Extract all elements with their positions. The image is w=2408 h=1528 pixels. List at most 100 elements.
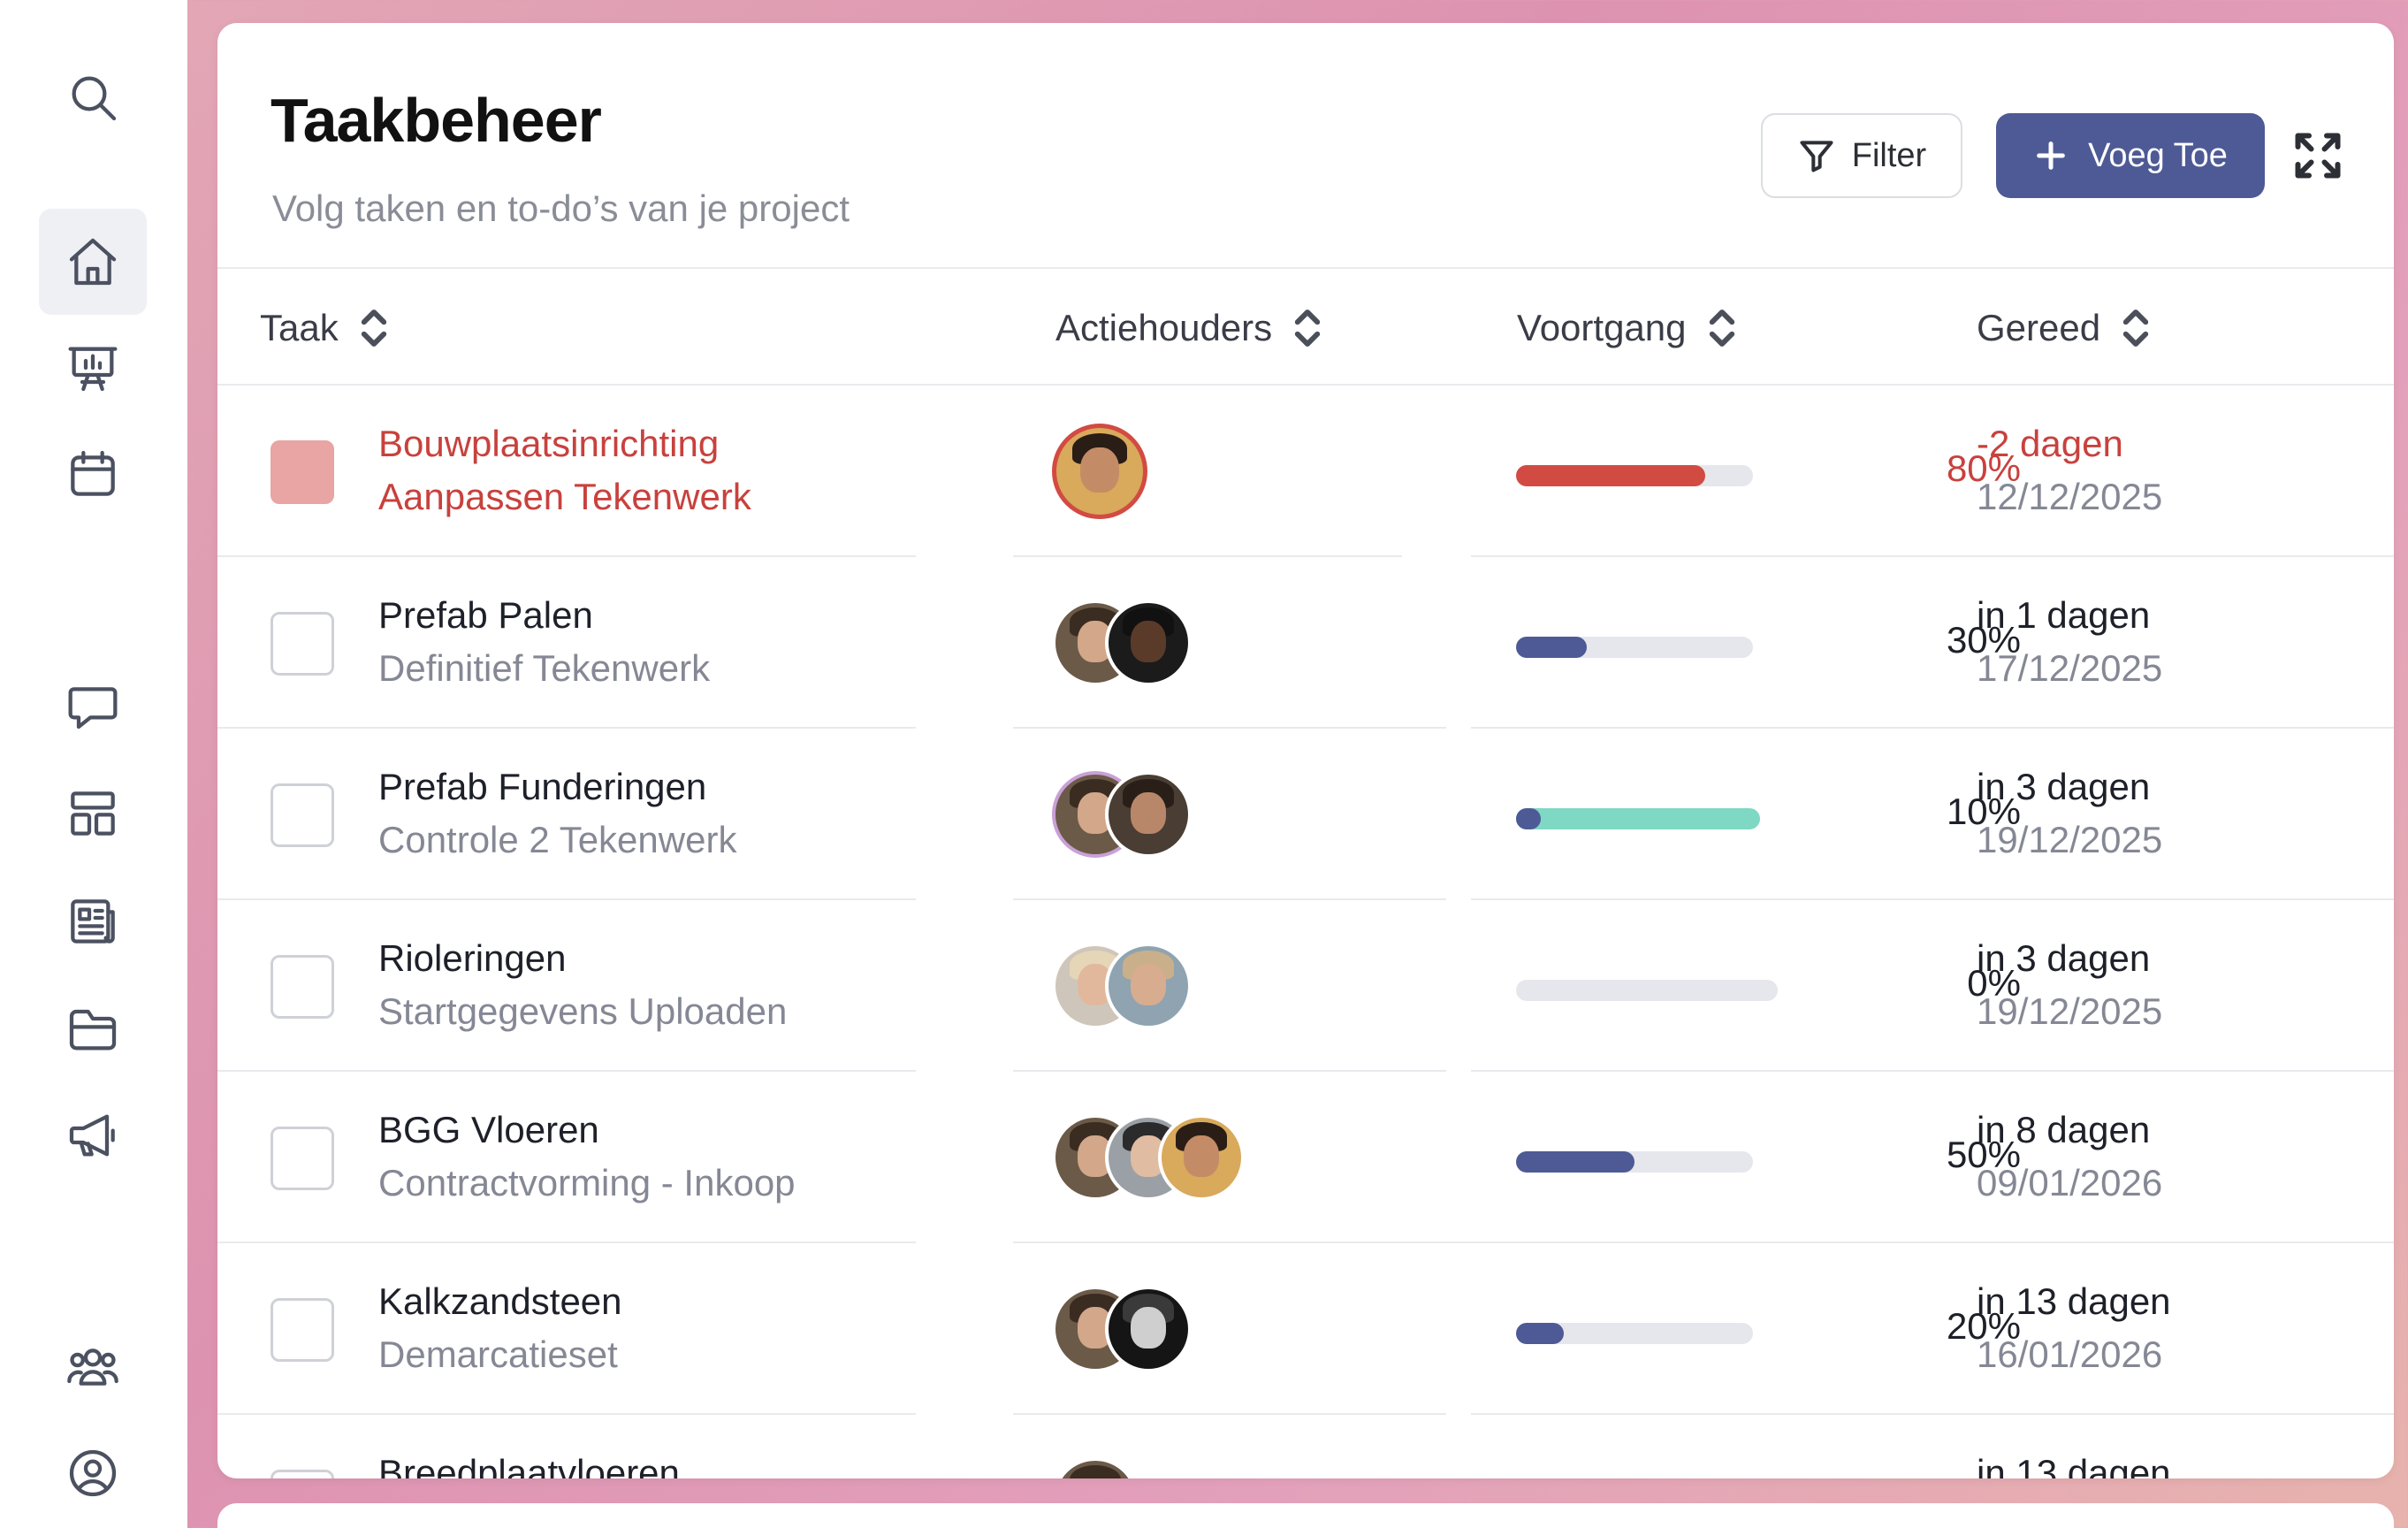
row-divider (1013, 555, 1402, 557)
table-row[interactable]: Rioleringen Startgegevens Uploaden 0% in… (217, 900, 2394, 1072)
due-relative: in 8 dagen (1977, 1109, 2151, 1150)
sidebar-search[interactable] (39, 44, 147, 150)
avatar[interactable] (1105, 600, 1192, 686)
due-date: 19/12/2025 (1977, 819, 2163, 860)
row-divider (217, 1242, 916, 1243)
sidebar (0, 0, 187, 1528)
task-title: Prefab Palen (378, 594, 593, 636)
sidebar-item-presentations[interactable] (39, 315, 147, 421)
column-header-due[interactable]: Gereed (1977, 304, 2152, 352)
column-header-progress-label: Voortgang (1517, 307, 1687, 348)
progress-fill (1516, 808, 1541, 829)
task-subtitle: Demarcatieset (378, 1333, 618, 1375)
progress-fill (1516, 637, 1588, 658)
table-row[interactable]: BGG Vloeren Contractvorming - Inkoop 50%… (217, 1072, 2394, 1243)
due-date: 17/12/2025 (1977, 647, 2163, 689)
task-checkbox[interactable] (271, 1298, 334, 1362)
expand-button[interactable] (2291, 129, 2344, 182)
task-subtitle: Controle 2 Tekenwerk (378, 819, 737, 860)
task-checkbox[interactable] (271, 1127, 334, 1190)
sort-icon (1709, 309, 1734, 347)
task-title: Bouwplaatsinrichting (378, 423, 720, 464)
sort-icon (2122, 309, 2149, 347)
task-checkbox[interactable] (271, 955, 334, 1019)
owner-avatars[interactable] (1052, 600, 1192, 688)
team-icon (67, 1348, 118, 1386)
avatar[interactable] (1105, 771, 1192, 858)
due-date: 16/01/2026 (1977, 1333, 2163, 1375)
column-header-task[interactable]: Taak (260, 304, 390, 352)
task-checkbox[interactable] (271, 1470, 334, 1478)
table-row[interactable]: Breedplaatvloeren in 13 dagen (217, 1415, 2394, 1478)
due-relative: -2 dagen (1977, 423, 2123, 464)
avatar[interactable] (1052, 424, 1147, 519)
row-divider (1013, 1242, 1499, 1243)
header-divider (217, 267, 2394, 269)
progress-percent: 30% (1946, 619, 2021, 661)
row-divider (1471, 898, 2394, 900)
sidebar-item-team[interactable] (39, 1314, 147, 1420)
task-checkbox[interactable] (271, 612, 334, 676)
table-row[interactable]: Prefab Funderingen Controle 2 Tekenwerk … (217, 729, 2394, 900)
avatar[interactable] (1158, 1114, 1245, 1201)
megaphone-icon (69, 1114, 115, 1157)
sidebar-item-layout[interactable] (39, 760, 147, 867)
task-title: BGG Vloeren (378, 1109, 599, 1150)
owner-avatars[interactable] (1052, 1114, 1245, 1203)
progress-bar (1516, 637, 1753, 658)
progress-bar (1516, 1323, 1753, 1344)
task-checkbox[interactable] (271, 783, 334, 847)
expand-icon (2295, 133, 2341, 179)
owner-avatars[interactable] (1052, 943, 1192, 1031)
sidebar-item-home[interactable] (39, 209, 147, 315)
plus-icon (2037, 141, 2065, 170)
sidebar-item-chat[interactable] (39, 653, 147, 759)
avatar[interactable] (1105, 1286, 1192, 1372)
progress-percent: 50% (1946, 1134, 2021, 1175)
column-header-progress[interactable]: Voortgang (1517, 304, 1738, 352)
task-title: Rioleringen (378, 937, 567, 979)
owner-avatars[interactable] (1052, 1457, 1139, 1478)
sort-icon (361, 309, 386, 347)
home-icon (69, 238, 117, 286)
table-row[interactable]: Prefab Palen Definitief Tekenwerk 30% in… (217, 557, 2394, 729)
sidebar-item-profile[interactable] (39, 1420, 147, 1526)
due-relative: in 1 dagen (1977, 594, 2151, 636)
owner-avatars[interactable] (1052, 424, 1147, 519)
avatar[interactable] (1105, 943, 1192, 1029)
due-date: 19/12/2025 (1977, 990, 2163, 1032)
row-divider (217, 727, 916, 729)
sidebar-item-announcements[interactable] (39, 1082, 147, 1188)
progress-percent: 80% (1946, 447, 2021, 489)
add-task-button-label: Voeg Toe (2088, 136, 2228, 174)
row-divider (1471, 555, 2394, 557)
sidebar-item-news[interactable] (39, 868, 147, 974)
table-row[interactable]: Kalkzandsteen Demarcatieset 20% in 13 da… (217, 1243, 2394, 1415)
column-header-owners[interactable]: Actiehouders (1055, 304, 1323, 352)
sidebar-item-calendar[interactable] (39, 421, 147, 527)
newspaper-icon (71, 899, 115, 944)
table-header-divider (217, 384, 2394, 386)
task-checkbox[interactable] (271, 440, 334, 504)
filter-button-label: Filter (1851, 136, 1927, 174)
table-row[interactable]: Bouwplaatsinrichting Aanpassen Tekenwerk… (217, 386, 2394, 557)
column-header-owners-label: Actiehouders (1055, 307, 1273, 348)
row-divider (217, 555, 916, 557)
calendar-icon (71, 450, 115, 496)
secondary-panel (217, 1503, 2394, 1528)
row-divider (217, 1070, 916, 1072)
add-task-button[interactable]: Voeg Toe (1996, 113, 2265, 198)
filter-button[interactable]: Filter (1761, 113, 1962, 198)
page-title: Taakbeheer (271, 86, 602, 155)
row-divider (1471, 1070, 2394, 1072)
row-divider (1013, 727, 1446, 729)
avatar[interactable] (1052, 1457, 1139, 1478)
task-subtitle: Aanpassen Tekenwerk (378, 476, 751, 517)
due-relative: in 13 dagen (1977, 1280, 2171, 1322)
owner-avatars[interactable] (1052, 1286, 1192, 1374)
owner-avatars[interactable] (1052, 771, 1192, 860)
sidebar-item-files[interactable] (39, 976, 147, 1082)
due-relative: in 3 dagen (1977, 937, 2151, 979)
progress-bar (1516, 465, 1753, 486)
presentation-icon (68, 347, 118, 392)
